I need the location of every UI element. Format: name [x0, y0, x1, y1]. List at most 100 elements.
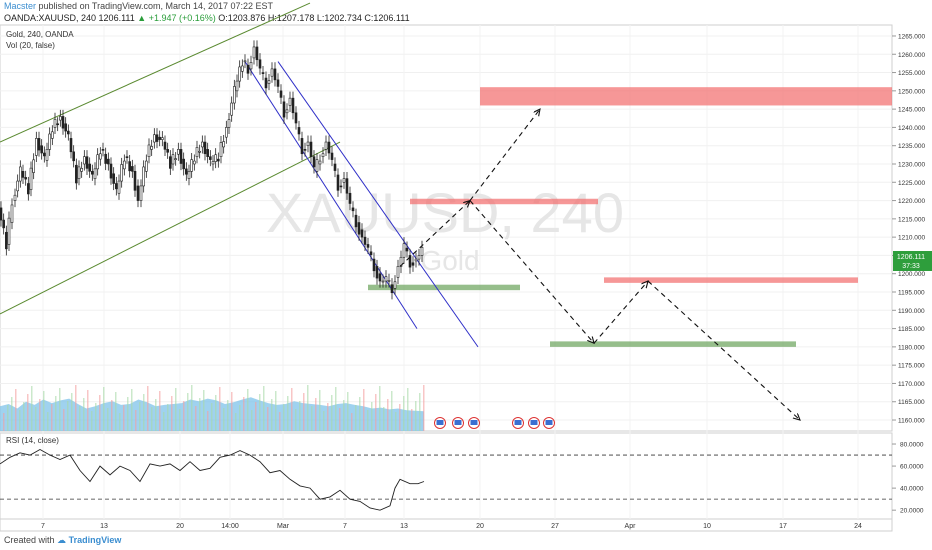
- volume-bar: [255, 402, 257, 431]
- volume-bar: [143, 394, 145, 431]
- volume-bar: [3, 413, 5, 431]
- resistance-zone: [410, 198, 598, 205]
- candle-body: [171, 154, 175, 165]
- candle-body: [115, 183, 118, 190]
- rsi-pane[interactable]: [0, 432, 893, 520]
- price-change: +1.947 (+0.16%): [148, 13, 216, 23]
- price-tick-label: 1245.000: [898, 107, 925, 114]
- candle-body: [411, 262, 415, 266]
- volume-bar: [327, 403, 329, 431]
- volume-bar: [195, 406, 197, 431]
- tradingview-logo[interactable]: TradingView: [68, 535, 122, 545]
- candle-body: [330, 152, 334, 160]
- candle-body: [43, 152, 46, 157]
- candle-body: [80, 168, 83, 172]
- candle-body: [405, 247, 409, 252]
- cloud-icon: ☁: [57, 535, 67, 545]
- price-tick-label: 1210.000: [898, 235, 925, 242]
- trendline: [244, 61, 418, 329]
- volume-bar: [67, 401, 69, 431]
- candle-body: [45, 149, 49, 161]
- price-tick-label: 1255.000: [898, 70, 925, 77]
- price-zones[interactable]: [368, 87, 892, 347]
- volume-bar: [291, 388, 293, 431]
- volume-bar: [407, 388, 409, 431]
- volume-bar: [119, 413, 121, 431]
- volume-bar: [23, 402, 25, 431]
- rsi-tick-label: 40.0000: [900, 486, 924, 493]
- grid-lines: [0, 25, 892, 519]
- candle-body: [203, 141, 207, 155]
- volume-bar: [199, 398, 201, 431]
- price-tick-label: 1220.000: [898, 198, 925, 205]
- flag-icon: [436, 420, 444, 425]
- volume-bar: [335, 387, 337, 431]
- price-tick-label: 1160.000: [898, 418, 925, 425]
- candle-body: [35, 138, 38, 156]
- candle-body: [131, 166, 134, 172]
- rsi-series: [0, 448, 892, 511]
- volume-bar: [387, 399, 389, 431]
- main-pane[interactable]: [0, 24, 893, 432]
- candle-body: [67, 130, 70, 135]
- candle-body: [255, 46, 259, 61]
- volume-bar: [323, 411, 325, 431]
- symbol-line: OANDA:XAUUSD, 240: [4, 13, 97, 23]
- candle-body: [291, 97, 295, 114]
- volume-bar: [383, 407, 385, 431]
- time-tick-label: 17: [779, 523, 787, 530]
- author-link[interactable]: Macster: [4, 1, 37, 11]
- volume-label: Vol (20, false): [6, 41, 55, 50]
- candle-body: [381, 280, 385, 283]
- time-tick-label: 24: [854, 523, 862, 530]
- candle-body: [354, 214, 358, 228]
- volume-bar: [219, 387, 221, 431]
- volume-bar: [127, 397, 129, 431]
- time-axis[interactable]: [0, 518, 893, 532]
- projection-down-arrow: [593, 281, 648, 344]
- trendlines[interactable]: [0, 2, 479, 348]
- candle-body: [193, 160, 196, 165]
- volume-series: [0, 385, 425, 431]
- candle-body: [267, 80, 271, 84]
- candle-body: [348, 192, 352, 204]
- volume-bar: [287, 396, 289, 431]
- candle-body: [369, 251, 373, 256]
- candle-body: [408, 255, 412, 268]
- flag-icon: [514, 420, 522, 425]
- candle-body: [40, 145, 43, 154]
- volume-bar: [251, 410, 253, 431]
- candle-body: [107, 158, 110, 165]
- volume-bar: [139, 402, 141, 431]
- volume-bar: [135, 410, 137, 431]
- candle-body: [351, 207, 355, 212]
- candle-body: [61, 116, 65, 129]
- candle-body: [75, 164, 78, 184]
- candle-body: [37, 138, 41, 151]
- price-tick-label: 1165.000: [898, 399, 925, 406]
- candle-body: [53, 119, 57, 128]
- volume-bar: [51, 404, 53, 431]
- time-tick-label: 7: [343, 523, 347, 530]
- volume-bar: [111, 400, 113, 431]
- price-tick-label: 1200.000: [898, 271, 925, 278]
- candlestick-series: [0, 40, 424, 300]
- candle-body: [139, 185, 143, 201]
- candle-body: [32, 159, 35, 173]
- flag-icon: [530, 420, 538, 425]
- volume-bar: [283, 404, 285, 431]
- volume-bar: [99, 395, 101, 431]
- candle-body: [142, 166, 145, 187]
- price-tick-label: 1185.000: [898, 326, 925, 333]
- volume-bar: [423, 385, 425, 431]
- event-icons[interactable]: [434, 417, 555, 429]
- volume-bar: [311, 406, 313, 431]
- candle-body: [276, 79, 280, 87]
- projection-arrows[interactable]: [399, 109, 800, 420]
- price-axis[interactable]: 1160.000 1165.000 1170.000 1175.000 1180.000…: [892, 33, 925, 515]
- volume-bar: [355, 405, 357, 431]
- candle-body: [99, 153, 102, 160]
- volume-bar: [315, 398, 317, 431]
- volume-bar: [231, 392, 233, 431]
